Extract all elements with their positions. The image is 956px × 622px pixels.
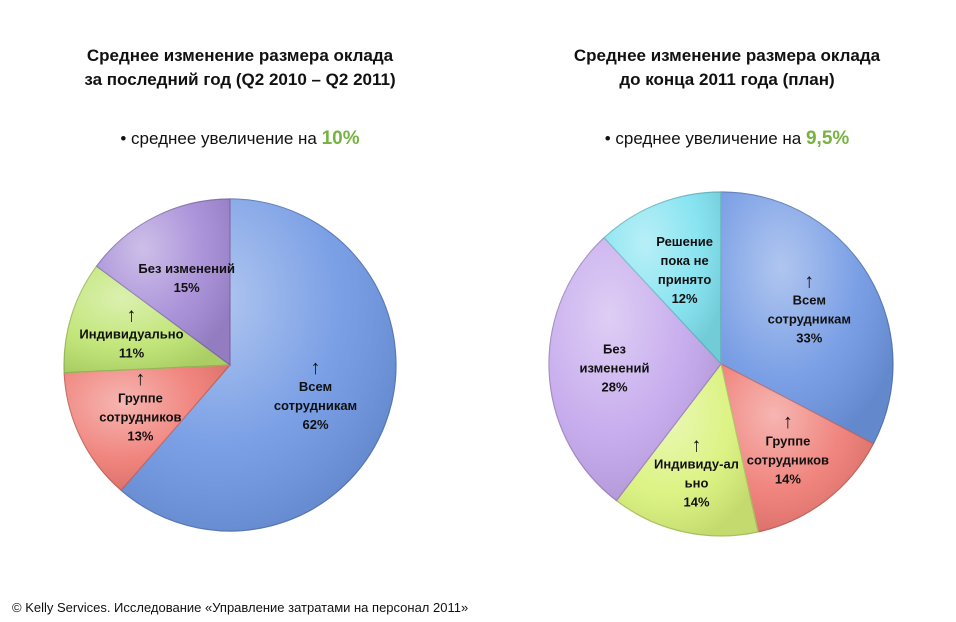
chart2-slice-2-arrow-icon: ↑ [783,411,793,433]
chart2-average: • среднее увеличение на 9,5% [527,128,927,150]
chart2-slice-1-shading [721,192,893,444]
chart1-slice-1-shading [121,199,397,531]
chart2-slice-1-label: сотрудникам [768,312,851,327]
chart2-slice-2-value-label: 14% [775,471,801,486]
chart2-slice-5-shading [604,192,721,364]
chart2-slice-1-value-label: 33% [796,331,822,346]
chart2-slice-3-label: ьно [685,476,709,491]
chart1-title-line2: за последний год (Q2 2010 – Q2 2011) [84,70,396,89]
chart2-slice-2-label: сотрудников [747,452,829,467]
chart1-slice-1-label: сотрудникам [274,398,357,413]
chart2-slice-5-label: Решение [656,234,713,249]
chart2-slice-5-label: принято [658,272,711,287]
chart2-slice-5-label: пока не [660,253,708,268]
chart1-slice-2-label: сотрудников [99,409,181,424]
chart2-slice-1-label: Всем [793,293,826,308]
chart2-slice-5-value-label: 12% [672,291,698,306]
chart1-slice-1-value-label: 62% [302,417,328,432]
chart1-average-value: 10% [321,128,360,149]
chart2-slice-2-label: Группе [765,433,810,448]
chart2-title: Среднее изменение размера оклада до конц… [527,44,927,92]
pie-chart-2: ↑Всемсотрудникам33%↑Группесотрудников14%… [548,191,894,537]
chart1-title-line1: Среднее изменение размера оклада [86,46,394,65]
chart2-slice-3-arrow-icon: ↑ [692,435,702,457]
chart1-slice-4-shading [96,199,231,365]
chart2-average-label: • среднее увеличение на [604,129,806,148]
chart2-slice-1-arrow-icon: ↑ [804,270,814,292]
chart1-slice-4-value-label: 15% [174,280,200,295]
chart2-slice-4-value-label: 28% [601,379,627,394]
copyright-footer: © Kelly Services. Исследование «Управлен… [12,600,469,615]
chart1-slice-2-label: Группе [118,390,163,405]
chart2-slice-3-value-label: 14% [683,495,709,510]
chart1-average-label: • среднее увеличение на [120,129,322,148]
chart2-slice-4-label: изменений [580,360,650,375]
chart1-slice-3-arrow-icon: ↑ [127,304,137,326]
chart1-slice-4-label: Без изменений [138,261,235,276]
chart1-slice-2-shading [64,365,231,491]
chart2-slice-4-shading [549,237,721,501]
chart1-title: Среднее изменение размера оклада за посл… [40,44,440,92]
chart1-slice-2-value-label: 13% [127,428,153,443]
chart2-slice-3-shading [616,364,759,537]
pie-chart-1: ↑Всемсотрудникам62%↑Группесотрудников13%… [63,198,397,532]
chart2-title-line2: до конца 2011 года (план) [619,70,835,89]
chart1-slice-1-arrow-icon: ↑ [311,357,321,379]
chart1-slice-3-label: Индивидуально [79,326,183,341]
chart2-slice-2-shading [721,364,874,532]
chart2-average-value: 9,5% [805,128,850,149]
chart1-average: • среднее увеличение на 10% [40,128,440,150]
chart2-title-line1: Среднее изменение размера оклада [573,46,881,65]
chart1-slice-2-arrow-icon: ↑ [135,368,145,390]
chart1-slice-3-value-label: 11% [119,345,145,360]
chart1-slice-3-shading [63,266,230,373]
chart2-slice-3-label: Индивиду-ал [654,457,739,472]
chart1-slice-1-label: Всем [299,379,332,394]
chart2-slice-4-label: Без [603,341,627,356]
